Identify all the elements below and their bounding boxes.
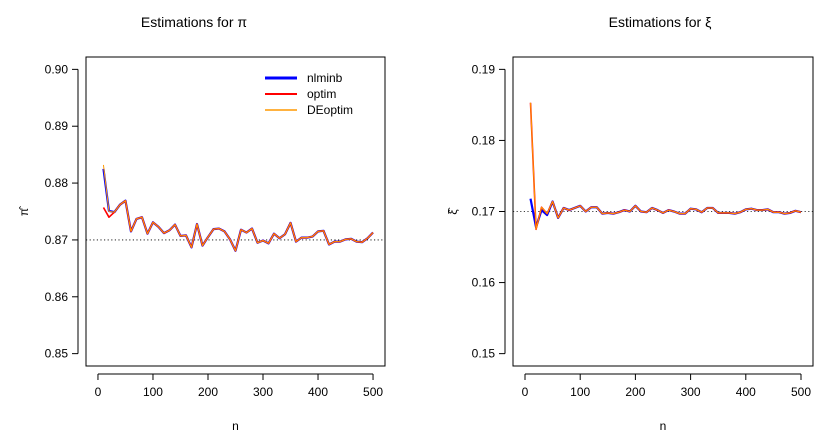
legend-label-nlminb: nlminb xyxy=(307,71,343,85)
y-tick-label: 0.89 xyxy=(45,119,69,133)
legend-label-DEoptim: DEoptim xyxy=(307,103,353,117)
x-tick-label: 0 xyxy=(522,385,529,399)
y-tick-label: 0.87 xyxy=(45,233,69,247)
x-tick-label: 100 xyxy=(570,385,590,399)
y-tick-label: 0.16 xyxy=(472,276,496,290)
x-tick-label: 400 xyxy=(308,385,328,399)
plot-frame xyxy=(512,56,814,367)
x-tick-label: 400 xyxy=(736,385,756,399)
chart-title: Estimations for ξ xyxy=(609,14,712,30)
x-tick-label: 300 xyxy=(253,385,273,399)
y-tick-label: 0.90 xyxy=(45,62,69,76)
x-tick-label: 200 xyxy=(625,385,645,399)
y-tick-label: 0.15 xyxy=(472,347,496,361)
legend-label-optim: optim xyxy=(307,87,336,101)
x-axis-label: n xyxy=(232,419,239,433)
chart-panel-2: Estimations for ξ 0 100 200 300 400 500 n 0.15 0.… xyxy=(446,14,814,433)
x-tick-label: 0 xyxy=(95,385,102,399)
y-tick-label: 0.18 xyxy=(472,133,496,147)
series-line-DEoptim xyxy=(530,102,802,230)
y-axis-label: π̂ xyxy=(17,206,31,216)
x-tick-label: 100 xyxy=(143,385,163,399)
x-tick-label: 500 xyxy=(791,385,811,399)
y-axis-label: ξ̂ xyxy=(446,207,460,214)
y-tick-label: 0.19 xyxy=(472,62,496,76)
x-tick-label: 200 xyxy=(198,385,218,399)
plot-frame xyxy=(85,56,386,367)
series-line-DEoptim xyxy=(102,164,374,252)
x-tick-label: 300 xyxy=(681,385,701,399)
y-tick-label: 0.86 xyxy=(45,290,69,304)
y-tick-label: 0.17 xyxy=(472,205,496,219)
y-tick-label: 0.88 xyxy=(45,176,69,190)
chart-panel-1: Estimations for π 0 100 200 300 400 500 n 0.85 0.… xyxy=(17,14,386,433)
x-axis-label: n xyxy=(660,419,667,433)
chart-title: Estimations for π xyxy=(141,14,247,30)
x-tick-label: 500 xyxy=(363,385,383,399)
series-line-nlminb xyxy=(529,198,802,229)
y-tick-label: 0.85 xyxy=(45,347,69,361)
